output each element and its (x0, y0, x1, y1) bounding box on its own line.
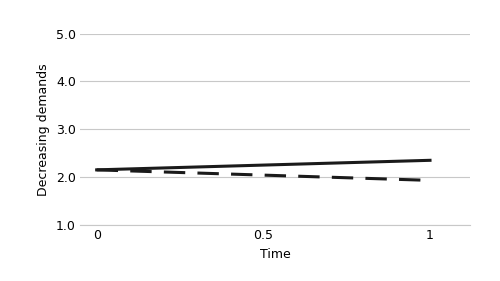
X-axis label: Time: Time (260, 248, 290, 260)
Y-axis label: Decreasing demands: Decreasing demands (38, 63, 51, 196)
